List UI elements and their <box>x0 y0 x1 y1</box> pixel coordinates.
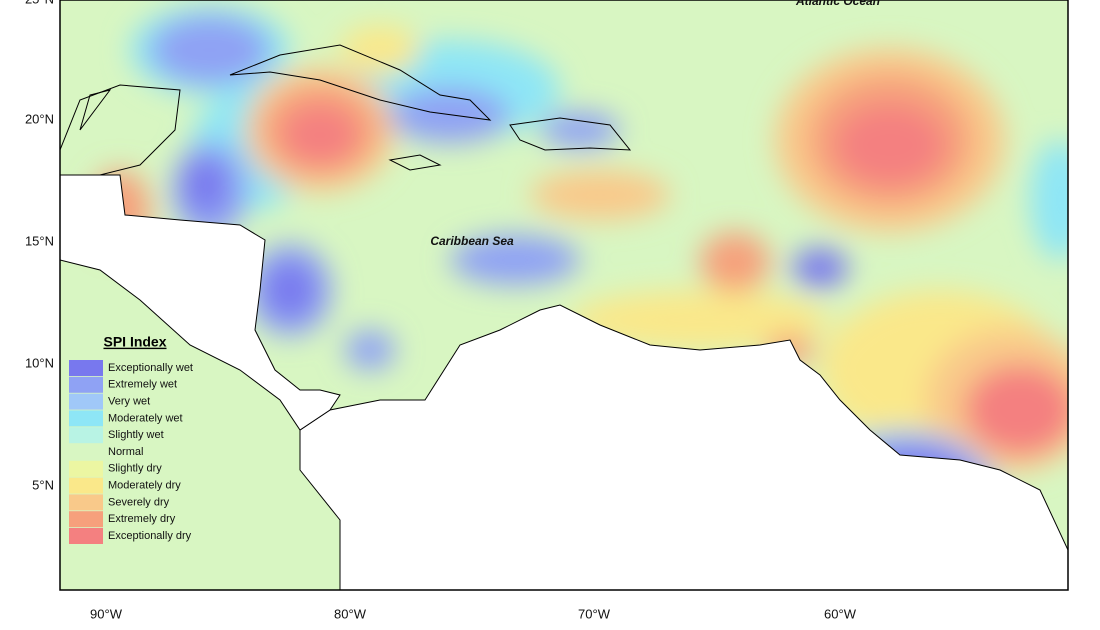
spi-region <box>965 365 1068 455</box>
legend-swatch <box>69 376 103 393</box>
spi-region <box>340 25 420 75</box>
lat-label: 25°N <box>25 0 54 6</box>
jamaica <box>388 154 442 171</box>
spi-region <box>282 105 358 165</box>
legend-swatch <box>69 528 103 544</box>
legend-swatch <box>69 494 103 511</box>
spi-region <box>792 248 848 288</box>
spi-region <box>183 157 227 213</box>
legend-swatch <box>69 360 103 376</box>
spi-region <box>450 235 580 285</box>
place-label: Caribbean Sea <box>430 234 514 248</box>
lat-label: 15°N <box>25 233 54 248</box>
yucatan <box>60 84 181 176</box>
legend-swatch <box>69 511 103 528</box>
spi-region <box>530 170 670 220</box>
legend-swatch <box>69 393 103 410</box>
south-america <box>299 304 1068 590</box>
spi-region <box>835 105 945 185</box>
spi-region <box>345 330 395 370</box>
legend: SPI Index Exceptionally wet Extremely wet… <box>69 334 193 544</box>
frame <box>59 0 1069 591</box>
spi-region <box>265 262 315 318</box>
legend-title: SPI Index <box>103 334 166 350</box>
legend-label: Severely dry <box>108 496 170 508</box>
spi-region <box>540 112 620 148</box>
legend-label: Exceptionally wet <box>108 362 193 374</box>
coast <box>79 89 112 131</box>
lon-label: 80°W <box>334 606 367 621</box>
land <box>60 44 1068 590</box>
spi-region <box>1030 140 1068 260</box>
legend-label: Normal <box>108 446 143 458</box>
legend-label: Very wet <box>108 396 150 408</box>
hispaniola <box>509 117 632 151</box>
central-america <box>60 174 341 431</box>
legend-swatch <box>69 460 103 477</box>
legend-label: Slightly dry <box>108 463 162 475</box>
lon-label: 90°W <box>90 606 123 621</box>
legend-label: Moderately wet <box>108 412 183 424</box>
legend-label: Moderately dry <box>108 480 181 492</box>
legend-swatch <box>69 477 103 494</box>
map-area <box>60 0 1068 590</box>
lat-label: 10°N <box>25 355 54 370</box>
lat-label: 5°N <box>32 477 54 492</box>
legend-label: Extremely dry <box>108 513 176 525</box>
legend-swatch <box>69 444 103 460</box>
lat-label: 20°N <box>25 111 54 126</box>
legend-swatch <box>69 410 103 427</box>
spi-region <box>150 15 270 85</box>
spi-region <box>700 232 770 292</box>
cuba <box>229 44 492 121</box>
legend-label: Exceptionally dry <box>108 530 192 542</box>
spi-region <box>570 290 830 350</box>
legend-label: Slightly wet <box>108 429 164 441</box>
lon-label: 60°W <box>824 606 857 621</box>
legend-swatch <box>69 427 103 444</box>
legend-label: Extremely wet <box>108 379 177 391</box>
lon-label: 70°W <box>578 606 611 621</box>
place-label: Atlantic Ocean <box>795 0 880 8</box>
